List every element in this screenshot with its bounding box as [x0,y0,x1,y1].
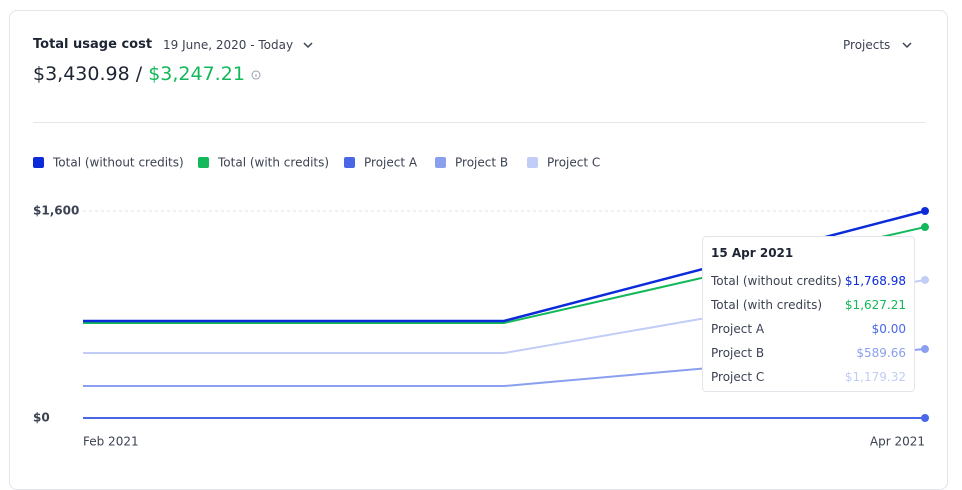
legend-swatch [435,157,446,168]
tooltip-label: Project B [711,346,765,360]
separator: / [135,63,143,85]
divider [33,122,925,123]
end-dot [921,345,929,354]
chevron [303,42,313,49]
info-icon[interactable] [251,70,261,80]
tooltip-value: $0.00 [871,322,906,336]
legend-label: Project A [364,156,418,170]
legend-swatch [198,157,209,168]
legend-swatch [527,157,538,168]
end-dot [921,275,929,284]
tooltip-value: $1,768.98 [844,274,906,288]
legend-label: Project B [455,156,508,170]
tooltip-label: Total (with credits) [711,298,823,312]
tooltip-value: $589.66 [856,346,906,360]
totals: $3,430.98 / $3,247.21 [33,63,261,85]
end-dot [921,414,929,422]
tooltip: 15 Apr 2021 Total (without credits) $1,76… [702,236,915,392]
projects-dropdown[interactable]: Projects [843,38,912,52]
tooltip-label: Project C [711,370,765,384]
end-dot [921,223,929,232]
total-with-credits: $3,247.21 [148,63,245,85]
legend-swatch [344,157,355,168]
chevron [902,42,912,49]
y-tick-label: $1,600 [33,204,79,218]
x-tick-label: Feb 2021 [83,435,139,449]
legend-label: Total (without credits) [52,156,184,170]
projects-label: Projects [843,38,891,52]
page: Total usage cost 19 June, 2020 - Today P… [9,10,948,490]
tooltip-value: $1,179.32 [844,370,906,384]
x-tick-label: Apr 2021 [870,435,925,449]
end-dot [921,207,929,215]
tooltip-title: 15 Apr 2021 [711,246,794,260]
date-range-dropdown[interactable]: 19 June, 2020 - Today [163,38,313,52]
chart: Total (without credits) Total (with credi… [33,156,929,449]
card-title: Total usage cost [33,37,153,52]
y-tick-label: $0 [33,411,50,425]
date-range: 19 June, 2020 - Today [163,38,294,52]
legend-label: Total (with credits) [217,156,329,170]
tooltip-value: $1,627.21 [844,298,906,312]
tooltip-label: Project A [711,322,765,336]
legend-label: Project C [547,156,600,170]
legend-swatch [33,157,44,168]
total: $3,430.98 [33,63,130,85]
tooltip-label: Total (without credits) [711,274,842,288]
